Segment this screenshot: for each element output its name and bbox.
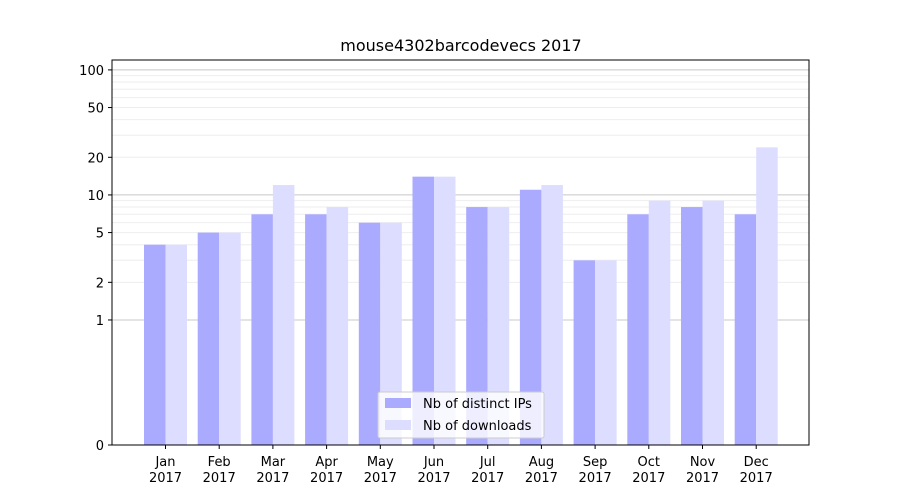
x-tick-label-year: 2017 (632, 471, 665, 486)
bar-downloads-jul (487, 207, 510, 445)
bar-distinct-ips-feb (197, 232, 220, 445)
x-tick-label-month: Aug (529, 455, 554, 470)
y-tick-label: 100 (79, 64, 104, 79)
legend-label-ips: Nb of distinct IPs (423, 397, 532, 412)
bar-downloads-jan (165, 244, 187, 445)
x-tick-label-year: 2017 (149, 471, 182, 486)
x-tick-label-year: 2017 (740, 471, 773, 486)
bar-downloads-dec (756, 147, 778, 446)
legend-swatch-downloads (385, 420, 411, 430)
x-tick-label-year: 2017 (417, 471, 450, 486)
bar-downloads-nov (702, 200, 724, 445)
bar-distinct-ips-nov (681, 207, 703, 445)
x-tick-label-year: 2017 (310, 471, 343, 486)
x-tick-label-month: May (367, 455, 394, 470)
x-tick-label-year: 2017 (203, 471, 236, 486)
bar-distinct-ips-jan (144, 244, 166, 445)
y-tick-label: 1 (96, 314, 104, 329)
bar-distinct-ips-dec (734, 214, 757, 445)
legend: Nb of distinct IPs Nb of downloads (377, 391, 545, 439)
y-tick-label: 0 (96, 439, 104, 454)
plot-area-frame (111, 59, 810, 446)
x-tick-label-month: Jan (154, 455, 175, 470)
y-tick-label: 10 (87, 189, 104, 204)
x-tick-label-month: Apr (315, 455, 338, 470)
bar-downloads-aug (541, 185, 563, 445)
x-axis: Jan2017Feb2017Mar2017Apr2017May2017Jun20… (149, 445, 773, 486)
legend-swatch-ips (385, 398, 411, 408)
y-tick-label: 2 (96, 276, 104, 291)
bar-downloads-oct (648, 200, 671, 445)
y-tick-label: 5 (96, 227, 104, 242)
x-tick-label-year: 2017 (471, 471, 504, 486)
bar-downloads-apr (326, 207, 349, 445)
x-tick-label-month: Jul (479, 455, 496, 470)
y-axis: 0 1 2 5 10 20 50 100 (79, 64, 112, 454)
bar-distinct-ips-aug (519, 189, 542, 445)
x-tick-label-year: 2017 (686, 471, 719, 486)
bars (144, 147, 778, 446)
bar-downloads-jun (434, 176, 456, 445)
chart-title: mouse4302barcodevecs 2017 (340, 36, 581, 55)
legend-label-downloads: Nb of downloads (423, 419, 532, 434)
bar-downloads-mar (272, 185, 295, 445)
x-tick-label-year: 2017 (525, 471, 558, 486)
legend-frame (377, 391, 545, 439)
x-tick-label-month: Dec (744, 455, 769, 470)
x-tick-label-year: 2017 (256, 471, 289, 486)
x-tick-label-year: 2017 (364, 471, 397, 486)
x-tick-label-month: Mar (261, 455, 286, 470)
y-tick-label: 50 (87, 102, 104, 117)
bar-distinct-ips-oct (627, 214, 649, 445)
bar-distinct-ips-sep (573, 260, 596, 445)
y-tick-label: 20 (87, 151, 104, 166)
x-tick-label-month: Sep (583, 455, 608, 470)
bar-downloads-feb (219, 232, 241, 445)
x-tick-label-month: Nov (690, 455, 716, 470)
bar-distinct-ips-jun (412, 176, 434, 445)
bar-downloads-sep (595, 260, 617, 445)
bar-downloads-may (380, 222, 402, 445)
x-tick-label-month: Feb (208, 455, 231, 470)
bar-distinct-ips-jul (466, 207, 488, 445)
x-tick-label-month: Jun (423, 455, 444, 470)
bar-distinct-ips-mar (251, 214, 273, 445)
x-tick-label-year: 2017 (579, 471, 612, 486)
x-tick-label-month: Oct (638, 455, 660, 470)
bar-distinct-ips-apr (305, 214, 327, 445)
bar-distinct-ips-may (358, 222, 381, 445)
